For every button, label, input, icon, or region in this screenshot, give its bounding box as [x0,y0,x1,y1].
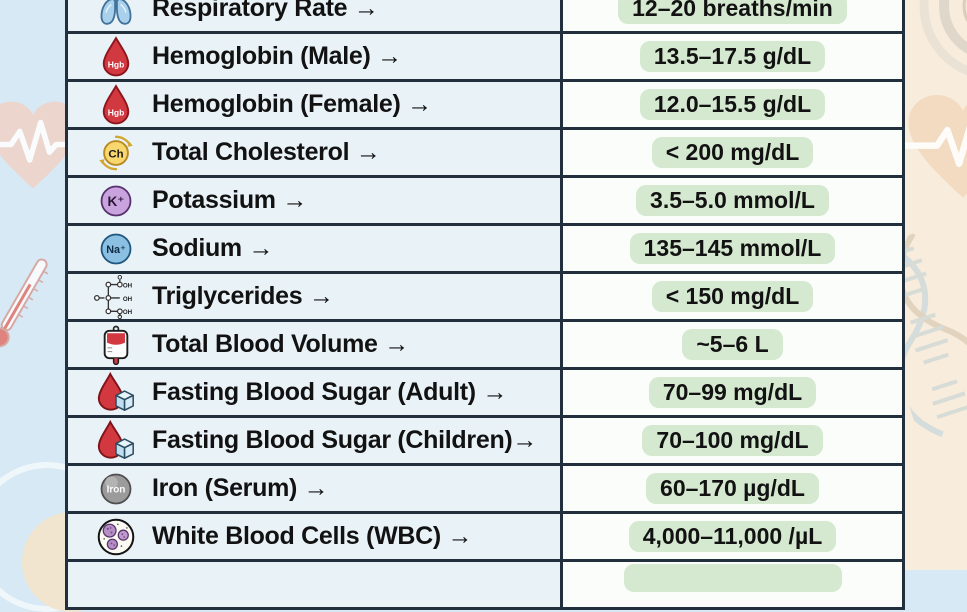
table-row: Iron Iron (Serum) → 60–170 µg/dL [68,466,902,514]
svg-text:OH: OH [123,282,133,289]
parameter-cell: Hgb Hemoglobin (Male) → [68,34,560,79]
row-label: Potassium → [152,186,308,214]
table-row-partial [68,562,902,610]
right-margin-background [903,0,967,570]
table-row: Fasting Blood Sugar (Children)→ 70–100 m… [68,418,902,466]
parameter-cell: Respiratory Rate → [68,0,560,31]
value-pill: < 150 mg/dL [651,281,814,312]
svg-text:Hgb: Hgb [108,59,125,69]
value-cell: ~5–6 L [560,322,902,367]
parameter-cell: White Blood Cells (WBC) → [68,514,560,559]
lungs-icon [88,0,144,28]
value-cell: 60–170 µg/dL [560,466,902,511]
value-pill: 4,000–11,000 /µL [628,521,837,552]
table-row: Hgb Hemoglobin (Male) → 13.5–17.5 g/dL [68,34,902,82]
svg-text:Iron: Iron [107,484,126,495]
value-pill: 12.0–15.5 g/dL [639,89,826,120]
cholesterol-icon: Ch [88,133,144,173]
value-cell: 12.0–15.5 g/dL [560,82,902,127]
value-cell: < 150 mg/dL [560,274,902,319]
value-pill: 70–100 mg/dL [642,425,823,456]
row-label: Iron (Serum) → [152,474,329,502]
table-row: Na⁺ Sodium → 135–145 mmol/L [68,226,902,274]
svg-text:Na⁺: Na⁺ [106,244,126,256]
thermometer-icon [0,248,92,383]
parameter-cell: Fasting Blood Sugar (Children)→ [68,418,560,463]
value-pill: 12–20 breaths/min [618,0,847,24]
row-label: Respiratory Rate → [152,0,379,22]
heart-ekg-icon [898,82,967,208]
svg-text:Hgb: Hgb [108,107,125,117]
value-pill: 135–145 mmol/L [629,233,836,264]
row-label: Fasting Blood Sugar (Adult) → [152,378,508,406]
parameter-cell: O OH OH OH O Triglycerides → [68,274,560,319]
svg-text:OH: OH [123,295,133,302]
blood-bag-icon [88,324,144,366]
table-row: Fasting Blood Sugar (Adult) → 70–99 mg/d… [68,370,902,418]
row-label: Hemoglobin (Female) → [152,90,432,118]
heart-ekg-icon [0,80,88,208]
row-label: Hemoglobin (Male) → [152,42,402,70]
value-cell: 4,000–11,000 /µL [560,514,902,559]
value-cell: < 200 mg/dL [560,130,902,175]
blood-sugar-icon [88,371,144,414]
value-cell: 12–20 breaths/min [560,0,902,31]
table-row: Total Blood Volume → ~5–6 L [68,322,902,370]
value-pill [623,564,842,592]
value-pill: 60–170 µg/dL [646,473,819,504]
parameter-cell: Ch Total Cholesterol → [68,130,560,175]
value-pill: 13.5–17.5 g/dL [639,41,826,72]
row-label: Total Cholesterol → [152,138,381,166]
svg-text:Ch: Ch [108,148,123,160]
hemoglobin-drop-icon: Hgb [88,35,144,78]
svg-text:O: O [117,314,122,319]
triglycerides-molecule-icon: O OH OH OH O [88,275,144,319]
row-label: Triglycerides → [152,282,334,310]
hemoglobin-drop-icon: Hgb [88,83,144,126]
parameter-cell: Na⁺ Sodium → [68,226,560,271]
blood-sugar-icon [88,419,144,462]
rings-icon [884,0,967,104]
table-row: Respiratory Rate → 12–20 breaths/min [68,0,902,34]
svg-text:K⁺: K⁺ [108,193,125,208]
value-cell: 70–99 mg/dL [560,370,902,415]
table-row: Hgb Hemoglobin (Female) → 12.0–15.5 g/dL [68,82,902,130]
row-label: White Blood Cells (WBC) → [152,522,473,550]
parameter-cell: Total Blood Volume → [68,322,560,367]
value-cell: 3.5–5.0 mmol/L [560,178,902,223]
value-cell: 135–145 mmol/L [560,226,902,271]
table-row: O OH OH OH O Triglycerides → < 150 mg/dL [68,274,902,322]
potassium-icon: K⁺ [88,182,144,220]
wbc-icon [88,517,144,557]
parameter-cell [68,562,560,607]
value-cell [560,562,902,607]
table-row: K⁺ Potassium → 3.5–5.0 mmol/L [68,178,902,226]
sodium-icon: Na⁺ [88,230,144,268]
table-row: Ch Total Cholesterol → < 200 mg/dL [68,130,902,178]
parameter-cell: Iron Iron (Serum) → [68,466,560,511]
svg-text:OH: OH [123,309,133,316]
parameter-cell: K⁺ Potassium → [68,178,560,223]
value-pill: ~5–6 L [682,329,783,360]
value-pill: 70–99 mg/dL [648,377,817,408]
parameter-cell: Fasting Blood Sugar (Adult) → [68,370,560,415]
svg-text:O: O [117,275,122,281]
value-pill: < 200 mg/dL [651,137,814,168]
value-cell: 13.5–17.5 g/dL [560,34,902,79]
row-label: Total Blood Volume → [152,330,409,358]
lab-values-table: Respiratory Rate → 12–20 breaths/min Hgb… [65,0,905,610]
row-label: Fasting Blood Sugar (Children)→ [152,426,538,454]
iron-icon: Iron [88,470,144,508]
row-label: Sodium → [152,234,274,262]
parameter-cell: Hgb Hemoglobin (Female) → [68,82,560,127]
value-pill: 3.5–5.0 mmol/L [636,185,829,216]
value-cell: 70–100 mg/dL [560,418,902,463]
table-row: White Blood Cells (WBC) → 4,000–11,000 /… [68,514,902,562]
